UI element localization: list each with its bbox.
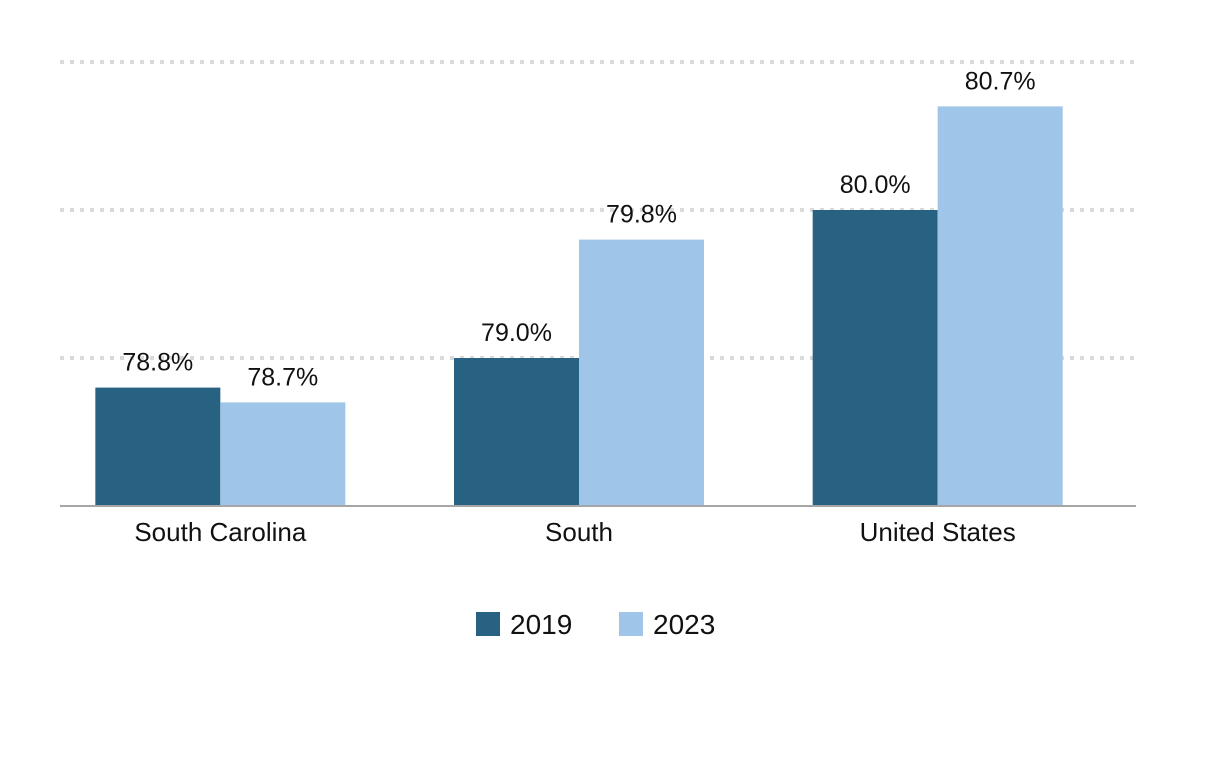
bars: [95, 106, 1063, 507]
data-labels: 78.8% 78.7% 79.0% 79.8% 80.0% 80.7%: [122, 67, 1035, 391]
data-label-south-carolina-2019: 78.8%: [122, 349, 193, 377]
x-tick-labels: South Carolina South United States: [134, 517, 1015, 547]
data-label-united-states-2019: 80.0%: [840, 171, 911, 199]
bar-south-carolina-2019: [95, 387, 221, 506]
bar-south-2019: [454, 358, 579, 506]
bar-south-carolina-2023: [220, 402, 346, 506]
legend-label-2019: 2019: [510, 609, 572, 640]
legend: 2019 2023: [476, 609, 715, 640]
x-tick-label-south-carolina: South Carolina: [134, 517, 307, 547]
bar-united-states-2023: [937, 106, 1063, 507]
data-label-south-2019: 79.0%: [481, 319, 552, 347]
bar-united-states-2019: [812, 210, 938, 506]
bar-south-2023: [579, 239, 704, 506]
legend-label-2023: 2023: [653, 609, 715, 640]
legend-swatch-2019: [476, 612, 500, 636]
legend-swatch-2023: [619, 612, 643, 636]
data-label-united-states-2023: 80.7%: [965, 67, 1036, 95]
data-label-south-carolina-2023: 78.7%: [247, 363, 318, 391]
data-label-south-2023: 79.8%: [606, 201, 677, 229]
x-tick-label-south: South: [545, 517, 613, 547]
x-tick-label-united-states: United States: [860, 517, 1016, 547]
